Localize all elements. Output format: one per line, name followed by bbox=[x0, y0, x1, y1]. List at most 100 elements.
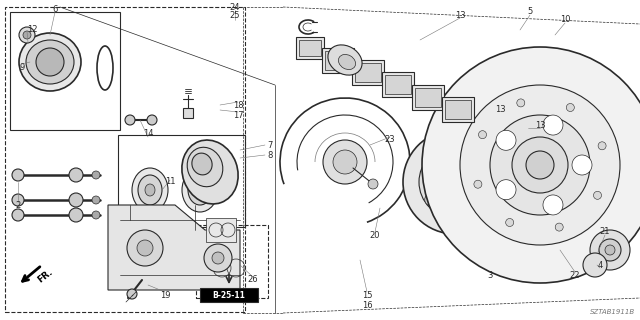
Circle shape bbox=[605, 245, 615, 255]
Circle shape bbox=[572, 155, 592, 175]
Polygon shape bbox=[108, 205, 240, 290]
Bar bbox=[445, 100, 471, 119]
Text: 20: 20 bbox=[370, 230, 380, 239]
Circle shape bbox=[69, 208, 83, 222]
Text: 7: 7 bbox=[268, 140, 273, 149]
Bar bbox=[322, 48, 354, 73]
Circle shape bbox=[12, 194, 24, 206]
Circle shape bbox=[69, 168, 83, 182]
Text: 16: 16 bbox=[362, 300, 372, 309]
Text: 13: 13 bbox=[454, 11, 465, 20]
Circle shape bbox=[69, 193, 83, 207]
Circle shape bbox=[422, 47, 640, 283]
Circle shape bbox=[333, 150, 357, 174]
Ellipse shape bbox=[36, 48, 64, 76]
Circle shape bbox=[474, 180, 482, 188]
Text: 15: 15 bbox=[362, 291, 372, 300]
Bar bbox=[385, 75, 411, 94]
Bar bbox=[415, 88, 441, 107]
Circle shape bbox=[12, 169, 24, 181]
Text: 10: 10 bbox=[560, 15, 570, 25]
Circle shape bbox=[556, 223, 563, 231]
Text: 13: 13 bbox=[495, 106, 506, 115]
Ellipse shape bbox=[26, 40, 74, 84]
Circle shape bbox=[512, 137, 568, 193]
Circle shape bbox=[147, 115, 157, 125]
Text: 9: 9 bbox=[19, 62, 24, 71]
Bar bbox=[299, 40, 321, 56]
Circle shape bbox=[368, 179, 378, 189]
Circle shape bbox=[425, 194, 436, 206]
Circle shape bbox=[92, 211, 100, 219]
Bar bbox=[196, 225, 268, 298]
Circle shape bbox=[490, 115, 590, 215]
Circle shape bbox=[526, 151, 554, 179]
Circle shape bbox=[12, 209, 24, 221]
Circle shape bbox=[479, 131, 486, 139]
Text: 6: 6 bbox=[52, 5, 58, 14]
Circle shape bbox=[125, 115, 135, 125]
Bar bbox=[118, 135, 245, 227]
Ellipse shape bbox=[187, 147, 223, 187]
Circle shape bbox=[92, 196, 100, 204]
Circle shape bbox=[127, 289, 137, 299]
Bar bbox=[352, 60, 384, 85]
Ellipse shape bbox=[328, 45, 362, 75]
Ellipse shape bbox=[195, 184, 205, 196]
Text: 21: 21 bbox=[600, 228, 611, 236]
Text: 11: 11 bbox=[164, 178, 175, 187]
Bar bbox=[183, 108, 193, 118]
Circle shape bbox=[425, 158, 436, 170]
Text: 4: 4 bbox=[597, 260, 603, 269]
Circle shape bbox=[323, 140, 367, 184]
Circle shape bbox=[543, 115, 563, 135]
Text: 26: 26 bbox=[248, 276, 259, 284]
Circle shape bbox=[23, 31, 31, 39]
Text: 3: 3 bbox=[487, 270, 493, 279]
Ellipse shape bbox=[145, 184, 155, 196]
Bar bbox=[412, 85, 444, 110]
Text: 12: 12 bbox=[27, 25, 38, 34]
Bar bbox=[206, 218, 236, 242]
Bar bbox=[5, 7, 245, 312]
Text: SZTAB1911B: SZTAB1911B bbox=[590, 309, 635, 315]
Text: 24: 24 bbox=[230, 3, 240, 12]
Ellipse shape bbox=[138, 175, 162, 205]
Circle shape bbox=[127, 230, 163, 266]
Circle shape bbox=[403, 130, 507, 234]
Text: 22: 22 bbox=[570, 270, 580, 279]
Text: 17: 17 bbox=[233, 110, 243, 119]
Circle shape bbox=[593, 191, 602, 199]
Circle shape bbox=[204, 244, 232, 272]
Circle shape bbox=[598, 142, 606, 150]
Ellipse shape bbox=[339, 54, 356, 69]
Text: 14: 14 bbox=[143, 130, 153, 139]
Circle shape bbox=[496, 130, 516, 150]
Bar bbox=[200, 288, 258, 302]
Text: 19: 19 bbox=[160, 291, 170, 300]
Circle shape bbox=[496, 180, 516, 200]
Bar bbox=[382, 72, 414, 97]
Circle shape bbox=[590, 230, 630, 270]
Circle shape bbox=[566, 103, 574, 111]
Text: FR.: FR. bbox=[36, 268, 54, 284]
Text: 5: 5 bbox=[527, 7, 532, 17]
Ellipse shape bbox=[182, 140, 238, 204]
Circle shape bbox=[516, 99, 525, 107]
Ellipse shape bbox=[188, 175, 212, 205]
Circle shape bbox=[437, 164, 473, 200]
Circle shape bbox=[458, 204, 470, 217]
Circle shape bbox=[212, 252, 224, 264]
Text: 8: 8 bbox=[268, 150, 273, 159]
Circle shape bbox=[543, 195, 563, 215]
Text: B-25-11: B-25-11 bbox=[212, 291, 245, 300]
Circle shape bbox=[599, 239, 621, 261]
Circle shape bbox=[506, 219, 514, 227]
Bar bbox=[442, 97, 474, 122]
Ellipse shape bbox=[192, 153, 212, 175]
Circle shape bbox=[19, 27, 35, 43]
Circle shape bbox=[583, 253, 607, 277]
Text: 13: 13 bbox=[534, 121, 545, 130]
Bar bbox=[325, 51, 351, 70]
Circle shape bbox=[137, 240, 153, 256]
